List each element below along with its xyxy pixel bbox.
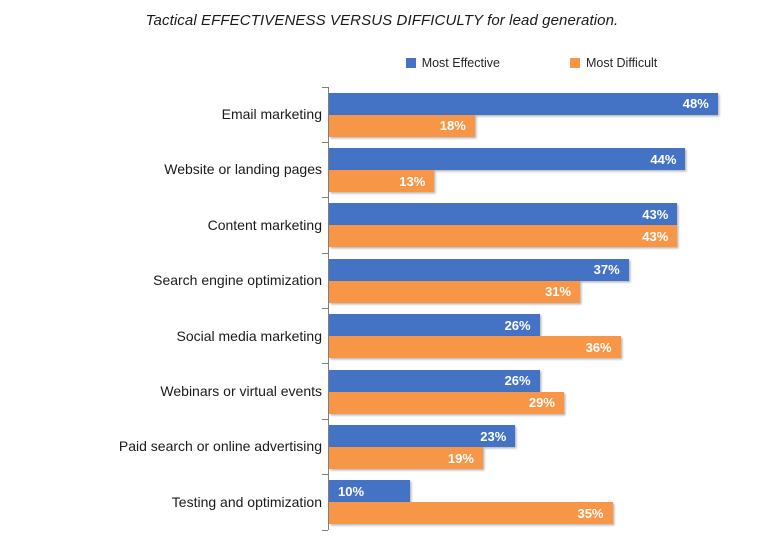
bar-most-difficult: 13%	[329, 170, 435, 193]
value-label: 26%	[504, 317, 531, 333]
plot-area: Email marketing 48% 18% Website or landing …	[0, 86, 734, 532]
category-label-social-media-marketing: Social media marketing	[176, 327, 322, 344]
bar-most-difficult: 19%	[329, 447, 483, 470]
legend-item-most-difficult: Most Difficult	[569, 56, 658, 70]
value-label: 19%	[447, 450, 474, 466]
chart-title: Tactical EFFECTIVENESS VERSUS DIFFICULTY…	[145, 12, 619, 29]
legend-item-most-effective: Most Effective	[405, 56, 500, 70]
bar-most-effective: 26%	[329, 369, 540, 392]
value-label: 48%	[682, 96, 709, 112]
bar-most-difficult: 43%	[329, 225, 678, 248]
category-bars: 37% 31%	[322, 252, 734, 309]
category-label-search-engine-optimization: Search engine optimization	[153, 272, 322, 289]
bar-most-effective: 44%	[329, 148, 686, 171]
category-label-email-marketing: Email marketing	[221, 106, 322, 122]
bar-most-effective: 23%	[329, 425, 516, 448]
category-bars: 26% 36%	[322, 308, 734, 364]
legend-label-most-difficult: Most Difficult	[585, 56, 658, 70]
value-label: 31%	[545, 284, 572, 300]
chart-row: Paid search or online advertising 23% 19%	[0, 418, 734, 475]
value-label: 18%	[439, 118, 466, 134]
category-bars: 10% 35%	[322, 474, 734, 532]
legend: Most Effective Most Difficult	[329, 56, 734, 70]
bar-most-difficult: 31%	[329, 280, 581, 303]
value-label: 36%	[585, 339, 612, 355]
bar-most-difficult: 29%	[329, 391, 564, 414]
category-label-content-marketing: Content marketing	[207, 216, 322, 233]
bar-most-effective: 37%	[329, 258, 629, 281]
bar-most-difficult: 35%	[329, 502, 613, 525]
legend-label-most-effective: Most Effective	[421, 56, 500, 70]
chart-row: Testing and optimization 10% 35%	[0, 474, 734, 532]
value-label: 26%	[504, 373, 531, 389]
category-bars: 48% 18%	[322, 86, 734, 143]
value-label: 13%	[399, 173, 426, 189]
category-label-website-or-landing-pages: Website or landing pages	[164, 161, 322, 178]
value-label: 44%	[650, 151, 677, 167]
category-label-testing-and-optimization: Testing and optimization	[171, 493, 322, 510]
category-label-webinars-or-virtual-events: Webinars or virtual events	[160, 382, 322, 399]
chart-row: Email marketing 48% 18%	[0, 86, 734, 143]
chart-row: Search engine optimization 37% 31%	[0, 252, 734, 309]
category-bars: 43% 43%	[322, 197, 734, 254]
bar-most-effective: 43%	[329, 203, 678, 226]
bar-most-difficult: 18%	[329, 114, 475, 137]
chart-row: Social media marketing 26% 36%	[0, 308, 734, 364]
bar-most-effective: 48%	[329, 92, 718, 115]
bar-most-effective: 10%	[329, 480, 410, 503]
value-label: 29%	[528, 395, 555, 411]
chart-row: Webinars or virtual events 26% 29%	[0, 363, 734, 420]
value-label: 23%	[480, 428, 507, 444]
category-bars: 44% 13%	[322, 141, 734, 198]
chart-row: Content marketing 43% 43%	[0, 197, 734, 254]
chart-row: Website or landing pages 44% 13%	[0, 141, 734, 198]
value-label: 43%	[642, 206, 669, 222]
value-label: 10%	[338, 483, 365, 499]
category-bars: 23% 19%	[322, 418, 734, 475]
bar-most-difficult: 36%	[329, 336, 621, 359]
value-label: 37%	[593, 262, 620, 278]
category-bars: 26% 29%	[322, 363, 734, 420]
category-label-paid-search-or-online-advertising: Paid search or online advertising	[118, 438, 322, 455]
value-label: 43%	[642, 228, 669, 244]
value-label: 35%	[577, 505, 604, 521]
bar-most-effective: 26%	[329, 314, 540, 337]
legend-swatch-most-difficult-icon	[569, 58, 580, 68]
legend-swatch-most-effective-icon	[405, 58, 416, 68]
